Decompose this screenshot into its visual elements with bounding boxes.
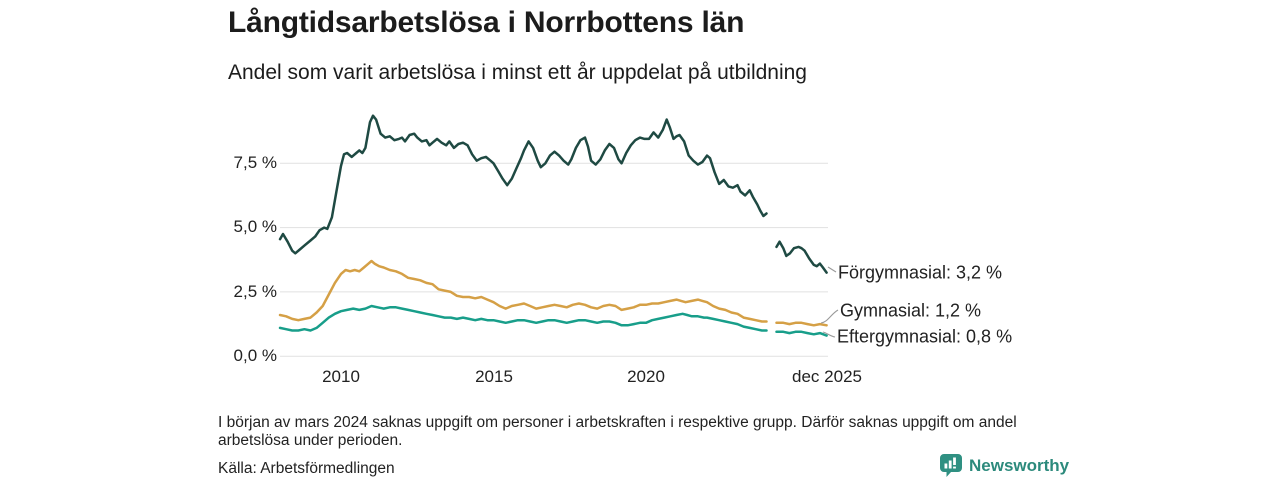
series-end-label-forgymnasial: Förgymnasial: 3,2 % (838, 262, 1003, 283)
newsworthy-logo[interactable]: Newsworthy (940, 454, 1069, 477)
x-axis-tick-2010: 2010 (322, 367, 360, 386)
newsworthy-wordmark: Newsworthy (969, 455, 1070, 475)
leader-gymnasial (820, 309, 839, 324)
y-axis-tick-2-5: 2,5 % (233, 282, 277, 301)
x-axis-tick-2020: 2020 (627, 367, 665, 386)
source-text: Källa: Arbetsförmedlingen (218, 460, 395, 477)
footnote-text: I början av mars 2024 saknas uppgift om … (218, 414, 1017, 449)
series-line-gymnasial (278, 259, 768, 323)
leader-eftergymnasial (822, 331, 836, 338)
label-leader-lines (820, 266, 839, 338)
chart-subtitle: Andel som varit arbetslösa i minst ett å… (228, 61, 807, 84)
page-title: Långtidsarbetslösa i Norrbottens län (228, 6, 745, 39)
x-axis-tick-2015: 2015 (475, 367, 513, 386)
y-axis-tick-5-0: 5,0 % (233, 217, 277, 236)
y-axis-tick-7-5: 7,5 % (233, 153, 277, 172)
bar-chart-bubble-icon (940, 454, 962, 477)
series-end-label-eftergymnasial: Eftergymnasial: 0,8 % (837, 326, 1013, 347)
gridlines (280, 162, 828, 357)
series-line-eftergymnasial (278, 304, 768, 332)
x-axis-tick-dec-2025: dec 2025 (792, 367, 862, 386)
y-axis-tick-0-0: 0,0 % (233, 346, 277, 365)
series-end-label-gymnasial: Gymnasial: 1,2 % (840, 300, 982, 321)
series-line-eftergymnasial (775, 330, 828, 337)
series-line-förgymnasial (775, 240, 828, 274)
series-line-gymnasial (775, 321, 828, 327)
series-line-förgymnasial (278, 114, 768, 255)
series-lines (278, 114, 828, 337)
leader-forgymnasial (827, 266, 837, 273)
